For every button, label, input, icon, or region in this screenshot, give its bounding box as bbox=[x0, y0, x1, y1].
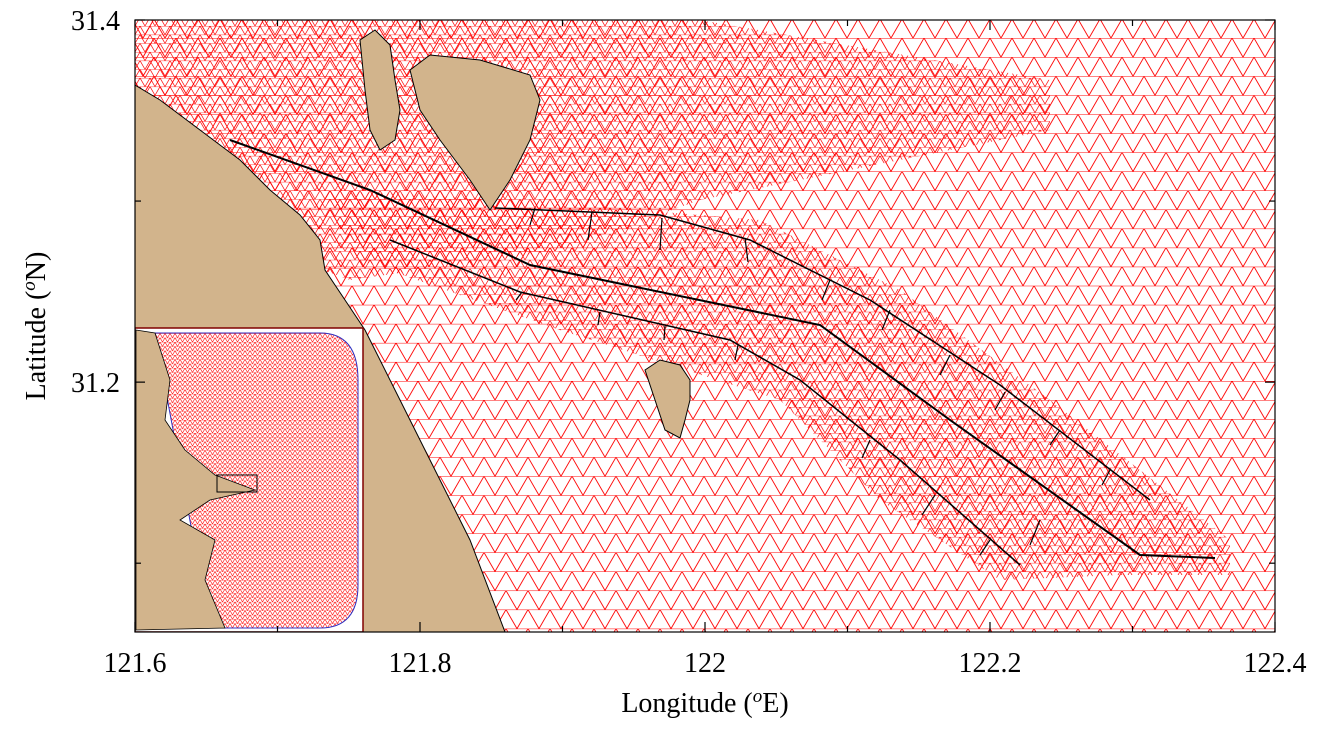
y-label-tail: N) bbox=[21, 252, 52, 282]
y-tick-label: 31.2 bbox=[71, 368, 120, 399]
x-tick-label: 122.4 bbox=[1244, 648, 1307, 679]
inset bbox=[135, 328, 363, 632]
x-label-tail: E) bbox=[762, 688, 788, 719]
y-label-sup: o bbox=[19, 281, 40, 291]
x-axis-label: Longitude (oE) bbox=[621, 686, 788, 719]
x-tick-label: 121.8 bbox=[389, 648, 452, 679]
y-label-text: Latitude ( bbox=[21, 291, 52, 401]
figure: Longitude (oE) Latitude (oN) 121.6121.81… bbox=[0, 0, 1325, 737]
x-tick-label: 122 bbox=[684, 648, 726, 679]
map-area bbox=[135, 20, 1275, 632]
x-tick-label: 122.2 bbox=[959, 648, 1022, 679]
y-axis-label: Latitude (oN) bbox=[19, 252, 52, 401]
page: Longitude (oE) Latitude (oN) 121.6121.81… bbox=[0, 0, 1325, 737]
x-label-sup: o bbox=[753, 686, 763, 707]
y-tick-label: 31.4 bbox=[71, 6, 120, 37]
x-tick-label: 121.6 bbox=[104, 648, 167, 679]
x-label-text: Longitude ( bbox=[621, 688, 752, 719]
